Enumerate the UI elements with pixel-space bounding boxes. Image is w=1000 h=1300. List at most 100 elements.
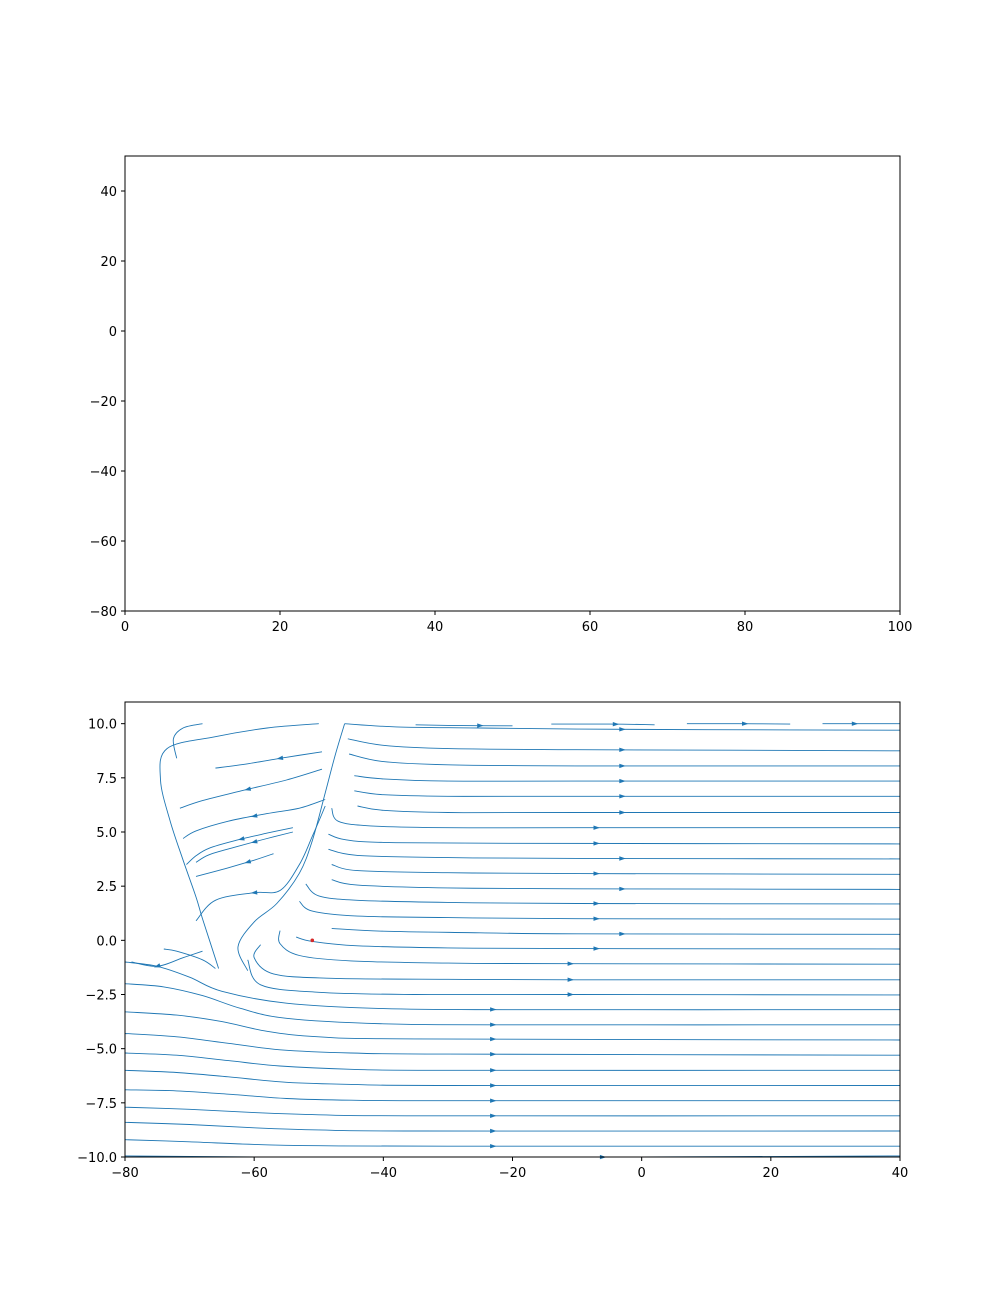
top-y-tick-label: 0 (109, 325, 117, 340)
streamline-arrow (490, 1051, 497, 1057)
bottom-x-tick-label: −60 (240, 1166, 267, 1181)
top-ticks: 0 20 40 60 80 100 40 20 0 −20 −40 −60 −80 (90, 185, 913, 635)
streamline-arrow (741, 721, 749, 726)
streamline (125, 1069, 900, 1087)
streamline (125, 1106, 900, 1117)
streamline (195, 805, 326, 922)
streamline-arrow (490, 1007, 497, 1012)
top-y-tick-label: −80 (90, 605, 117, 620)
streamline-arrow (250, 839, 258, 844)
streamline (125, 1033, 900, 1056)
streamline (354, 790, 900, 797)
bottom-axes-frame (124, 701, 901, 1158)
streamline (253, 944, 900, 981)
equilibrium-point-group (310, 938, 315, 943)
streamline (125, 961, 900, 1011)
streamline-arrow (619, 778, 626, 784)
streamline-arrow (490, 1128, 497, 1134)
streamline-arrow (593, 871, 600, 876)
equilibrium-point (310, 938, 315, 943)
streamline-arrow (490, 1068, 497, 1073)
streamline-arrow (619, 886, 626, 892)
streamline (299, 900, 900, 920)
streamline (331, 808, 900, 829)
bottom-ticks: −80 −60 −40 −20 0 20 40 10.0 7.5 5.0 2.5 0.0 −2.5 −5.… (77, 718, 908, 1181)
streamline (328, 833, 900, 845)
top-y-tick-label: −40 (90, 465, 117, 480)
bottom-x-tick-label: 40 (892, 1166, 909, 1181)
bottom-x-tick-label: 0 (638, 1166, 646, 1181)
streamline (344, 723, 900, 731)
top-x-tick-label: 100 (888, 620, 913, 635)
bottom-y-tick-label: 0.0 (96, 934, 117, 949)
streamline-arrow (490, 1098, 497, 1103)
streamline (347, 738, 900, 752)
streamline (348, 753, 900, 767)
streamline (551, 723, 655, 726)
streamline-arrow (593, 901, 600, 906)
streamline-arrow (250, 890, 258, 895)
bottom-x-tick-label: −80 (111, 1166, 138, 1181)
streamline (125, 1139, 900, 1147)
bottom-y-tick-label: 10.0 (88, 718, 117, 733)
streamline-arrow (237, 836, 245, 841)
streamline (186, 827, 293, 865)
streamline (125, 1011, 900, 1041)
streamline-arrow (851, 721, 859, 726)
streamline-arrow (619, 810, 626, 815)
streamline (215, 751, 323, 769)
streamline (131, 950, 203, 967)
bottom-y-tick-label: 2.5 (96, 880, 117, 895)
streamline (415, 724, 513, 727)
top-x-tick-label: 40 (427, 620, 444, 635)
top-y-tick-label: 40 (100, 185, 117, 200)
top-x-tick-label: 0 (121, 620, 129, 635)
bottom-x-tick-label: −40 (370, 1166, 397, 1181)
bottom-y-tick-label: 5.0 (96, 826, 117, 841)
streamline (331, 927, 900, 935)
streamline (237, 723, 346, 971)
streamline-arrow (567, 977, 575, 982)
streamline (125, 1089, 900, 1102)
streamline-arrow (619, 794, 626, 799)
streamline-arrow (593, 825, 600, 830)
streamline-arrow (619, 727, 626, 732)
streamline (195, 831, 294, 863)
top-x-tick-label: 60 (582, 620, 599, 635)
bottom-y-tick-label: −2.5 (85, 989, 117, 1004)
streamline (125, 1121, 900, 1132)
streamline-arrow (477, 723, 484, 728)
streamline-arrow (619, 931, 626, 937)
bottom-axes: −80 −60 −40 −20 0 20 40 10.0 7.5 5.0 2.5 0.0 −2.5 −5.… (77, 701, 908, 1181)
bottom-y-tick-label: 7.5 (96, 772, 117, 787)
streamline (354, 775, 900, 782)
bottom-y-tick-label: −5.0 (85, 1043, 117, 1058)
streamline-arrow (619, 747, 626, 752)
streamline-arrow (567, 992, 575, 997)
streamline-arrow (567, 961, 575, 966)
streamline-arrow (276, 755, 284, 760)
bottom-y-tick-label: −7.5 (85, 1097, 117, 1112)
streamline (159, 723, 319, 969)
streamline-arrow (619, 763, 626, 769)
top-axes-frame (124, 155, 901, 612)
streamline (163, 948, 216, 969)
arrows-group (153, 721, 859, 1160)
streamline-arrow (244, 786, 252, 791)
streamline-arrow (490, 1083, 497, 1088)
streamline (172, 723, 203, 759)
streamline (125, 1052, 900, 1071)
streamline-arrow (619, 856, 626, 861)
streamline-arrow (490, 1144, 497, 1149)
streamline (357, 805, 900, 814)
bottom-x-tick-label: −20 (499, 1166, 526, 1181)
streamline (179, 768, 323, 809)
bottom-y-tick-label: −10.0 (77, 1151, 117, 1166)
streamline-arrow (593, 841, 600, 846)
top-y-tick-label: −60 (90, 535, 117, 550)
streamline-arrow (490, 1022, 497, 1027)
top-x-tick-label: 20 (272, 620, 289, 635)
streamline-arrow (593, 916, 600, 921)
